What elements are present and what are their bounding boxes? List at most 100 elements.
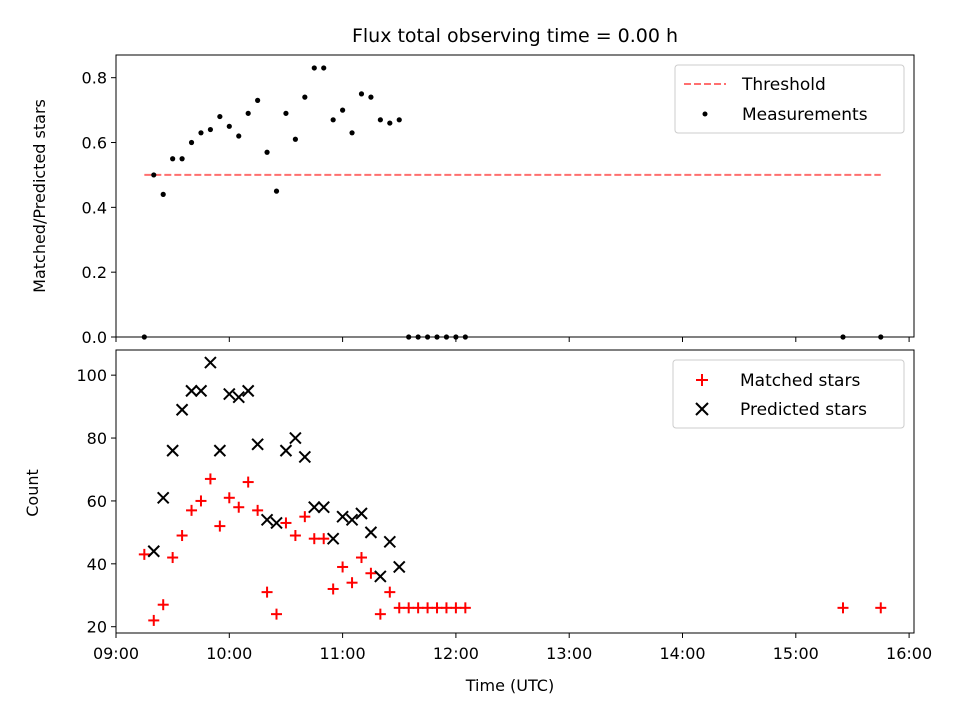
matched-star-point: [450, 602, 462, 614]
matched-star-point: [346, 577, 358, 589]
measurement-point: [236, 133, 242, 139]
top-y-tick-label: 0.2: [82, 263, 107, 282]
matched-star-point: [431, 602, 443, 614]
measurement-point: [141, 334, 147, 340]
top-marks: [141, 65, 884, 340]
matched-star-point: [167, 552, 179, 564]
measurement-point: [311, 65, 317, 71]
matched-star-point: [148, 614, 160, 626]
top-y-axis-label: Matched/Predicted stars: [30, 99, 49, 293]
matched-star-point: [252, 504, 264, 516]
matched-star-point: [233, 501, 245, 513]
bottom-legend-box: [672, 359, 905, 429]
matched-star-point: [393, 602, 405, 614]
matched-star-point: [308, 533, 320, 545]
measurement-point: [170, 156, 176, 162]
predicted-star-point: [336, 510, 349, 523]
top-legend-threshold-label: Threshold: [741, 75, 826, 95]
measurement-point: [264, 149, 270, 155]
measurement-point: [217, 113, 223, 120]
bottom-x-tick-label: 13:00: [546, 644, 592, 663]
measurement-point: [377, 117, 383, 123]
matched-star-point: [176, 530, 188, 542]
measurement-point: [358, 91, 365, 97]
predicted-star-point: [326, 532, 340, 545]
top-legend-measurements-swatch: [702, 111, 708, 117]
top-y-tick-label: 0.6: [82, 134, 107, 153]
top-y-ticks: 0.0 0.2 0.4 0.6 0.8: [82, 69, 116, 347]
matched-star-point: [186, 504, 198, 516]
matched-star-point: [384, 586, 396, 598]
measurement-point: [462, 334, 468, 340]
measurement-point: [198, 130, 204, 136]
predicted-star-point: [241, 384, 255, 398]
bottom-marks: [138, 356, 887, 626]
matched-star-point: [195, 495, 207, 507]
top-plot-frame: [115, 54, 915, 338]
predicted-star-point: [260, 513, 274, 527]
matched-star-point: [242, 476, 254, 488]
bottom-axes: Count Time (UTC) 20 40 60 80 100 09:00 10:00 1…: [23, 349, 932, 695]
bottom-y-tick-label: 20: [87, 618, 107, 637]
measurement-point: [255, 97, 261, 103]
bottom-x-tick-label: 12:00: [433, 644, 479, 663]
bottom-y-ticks: 20 40 60 80 100: [76, 366, 116, 637]
measurement-point: [878, 334, 884, 340]
predicted-star-point: [383, 535, 397, 549]
predicted-star-point: [345, 513, 359, 527]
matched-star-point: [280, 517, 292, 529]
matched-star-point: [459, 602, 471, 614]
bottom-y-tick-label: 40: [87, 555, 107, 574]
predicted-star-point: [270, 516, 283, 530]
matched-star-point: [837, 602, 849, 614]
measurement-point: [434, 334, 440, 340]
top-legend: Threshold Measurements: [674, 64, 905, 134]
matched-star-point: [355, 552, 367, 564]
predicted-star-point: [185, 384, 198, 398]
predicted-star-point: [204, 356, 217, 369]
predicted-star-point: [317, 501, 330, 514]
measurement-point: [424, 334, 431, 340]
matched-star-point: [138, 548, 150, 560]
bottom-x-tick-label: 14:00: [659, 644, 705, 663]
matched-star-point: [440, 602, 452, 614]
bottom-legend-predicted-swatch: [695, 402, 709, 416]
measurement-point: [292, 136, 298, 142]
matched-star-point: [261, 586, 273, 598]
measurement-point: [151, 172, 157, 178]
measurement-point: [415, 334, 421, 340]
bottom-x-tick-label: 09:00: [93, 644, 139, 663]
top-y-tick-label: 0.8: [82, 69, 107, 88]
measurement-point: [245, 110, 251, 116]
measurement-point: [840, 334, 846, 340]
measurement-point: [340, 107, 346, 113]
measurement-point: [349, 130, 355, 136]
predicted-star-point: [393, 560, 406, 574]
predicted-star-point: [232, 390, 245, 404]
bottom-y-tick-label: 80: [87, 429, 107, 448]
matched-star-point: [204, 473, 216, 485]
measurement-point: [321, 65, 327, 71]
bottom-x-axis-label: Time (UTC): [465, 676, 554, 695]
predicted-star-point: [298, 450, 312, 464]
matched-star-point: [337, 561, 349, 573]
predicted-star-point: [355, 507, 368, 520]
predicted-star-point: [147, 545, 160, 558]
top-legend-box: [674, 64, 905, 134]
bottom-plot-frame: [115, 349, 915, 634]
predicted-star-point: [308, 501, 321, 514]
predicted-star-point: [213, 444, 227, 457]
matched-star-point: [422, 602, 434, 614]
measurement-point: [226, 123, 232, 129]
bottom-x-tick-label: 15:00: [773, 644, 819, 663]
bottom-legend-predicted-label: Predicted stars: [740, 400, 867, 420]
measurement-point: [188, 139, 195, 146]
measurement-point: [330, 117, 336, 123]
predicted-star-point: [157, 491, 170, 504]
matched-star-point: [214, 520, 226, 532]
measurement-point: [387, 120, 393, 126]
matched-star-point: [318, 533, 330, 545]
predicted-star-point: [374, 570, 387, 583]
